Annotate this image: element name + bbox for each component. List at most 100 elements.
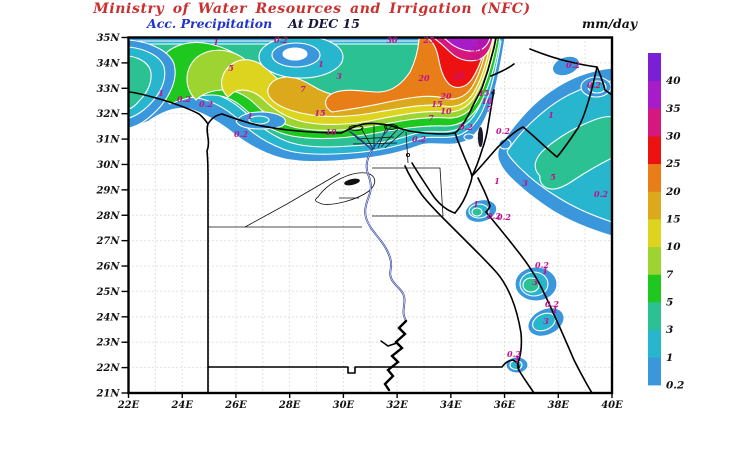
lat-label: 33N	[96, 84, 120, 95]
lat-label: 25N	[95, 287, 120, 298]
lat-label: 27N	[95, 236, 120, 247]
colorbar-value: 20	[665, 186, 681, 198]
contour-label: 3	[522, 178, 528, 188]
contour-label: 1	[213, 37, 219, 47]
lon-label: 32E	[386, 400, 408, 411]
units-label: mm/day	[582, 16, 638, 31]
contour-label: 0.2	[535, 260, 549, 270]
contour-label: 0.2	[274, 35, 288, 45]
colorbar-value: 15	[666, 214, 681, 226]
lon-label: 38E	[548, 400, 570, 411]
page-title: Ministry of Water Resources and Irrigati…	[93, 1, 531, 17]
colorbar-value: 35	[666, 103, 681, 115]
contour-label: 1	[494, 176, 500, 186]
colorbar-segment	[648, 80, 661, 109]
contour-label: 5	[228, 63, 234, 73]
toshka-spur	[380, 340, 398, 347]
subtitle-variable: Acc. Precipitation	[147, 16, 273, 31]
contour-label: 1	[158, 88, 164, 98]
colorbar-value: 3	[666, 324, 673, 336]
sinai-spot	[463, 133, 475, 141]
egypt-sudan-border	[207, 359, 520, 374]
contour-label: 0.2	[234, 129, 248, 139]
lat-label: 29N	[95, 185, 120, 196]
colorbar-value: 10	[666, 241, 681, 253]
nile-damietta-branch	[371, 126, 392, 151]
delta-lagoon-west	[348, 125, 364, 131]
contour-label: 0.2	[487, 211, 501, 221]
mediterranean-coast	[129, 91, 456, 135]
lon-label: 34E	[440, 400, 462, 411]
israel-egypt-border	[454, 132, 473, 177]
contour-label: 0.2	[587, 80, 601, 90]
nile-center-line	[364, 149, 407, 322]
contour-label: 0.2	[507, 349, 521, 359]
lon-label: 28E	[278, 400, 301, 411]
lat-label: 26N	[95, 262, 120, 273]
syria-jordan-border	[529, 48, 612, 96]
colorbar-segment	[648, 302, 661, 331]
colorbar-segment	[648, 191, 661, 220]
bitter-lakes	[405, 152, 411, 158]
subtitle-valid-time: At DEC 15	[288, 16, 360, 31]
country-borders	[129, 38, 612, 393]
lat-label: 22N	[95, 363, 120, 374]
colorbar-segment	[648, 329, 661, 358]
contour-label: 25	[422, 35, 435, 45]
ne-spot-1	[551, 55, 581, 77]
contour-label: 0.2	[594, 189, 608, 199]
contour-label: 30	[469, 52, 481, 62]
contour-label: 20	[439, 91, 452, 101]
contour-label: 0.2	[497, 212, 511, 222]
lat-label: 31N	[96, 135, 120, 146]
contour-label: 10	[440, 106, 452, 116]
sinai-east-coast	[454, 175, 473, 214]
contour-label: 40	[476, 37, 488, 47]
jordan-saudi-border	[471, 66, 598, 177]
contour-label: 0.2	[566, 60, 580, 70]
dead-sea	[477, 127, 484, 147]
ne-spot-3	[498, 138, 512, 150]
aqaba-cell-core	[471, 207, 483, 217]
contour-label: 3	[532, 277, 538, 287]
contour-label: 7	[300, 84, 306, 94]
lat-label: 23N	[95, 338, 120, 349]
lon-label: 40E	[601, 400, 623, 411]
contour-label: 35	[471, 44, 483, 54]
red-sea-coast-west	[404, 165, 535, 393]
minimum-core	[282, 47, 308, 61]
axis-and-legend: 35N 34N 33N 32N 31N 30N 29N 28N 27N 26N 25N 24N 23N 2…	[95, 33, 684, 411]
colorbar-segment	[648, 53, 661, 82]
colorbar-segment	[648, 246, 661, 275]
contour-label: 0.2	[199, 99, 213, 109]
lat-label: 21N	[95, 389, 120, 400]
lon-label: 26E	[224, 400, 247, 411]
contour-label: 15	[478, 88, 490, 98]
contour-label: 1	[514, 355, 520, 365]
lake-nasser	[383, 319, 408, 392]
aqaba-east-coast	[477, 177, 491, 213]
qattara-depression	[344, 178, 360, 186]
nile-main-stem	[364, 149, 407, 322]
sinai-west-coast	[411, 162, 456, 214]
contour-35	[439, 38, 491, 52]
colorbar-segment	[648, 357, 661, 386]
contour-label: 5	[550, 172, 556, 182]
contour-label: 30	[386, 35, 398, 45]
colorbar-value: 40	[666, 75, 681, 87]
lat-label: 32N	[96, 109, 120, 120]
colorbar-value: 25	[665, 158, 681, 170]
contour-label: 0.2	[496, 126, 510, 136]
contour-label: 3	[336, 71, 342, 81]
qattara-outline	[315, 172, 376, 205]
delta-lagoon-east	[384, 124, 398, 130]
contour-label: 3	[543, 316, 549, 326]
colorbar-value: 30	[666, 131, 681, 143]
galilee-border	[490, 63, 515, 77]
red-sea-coast-east	[485, 211, 593, 393]
contour-label: 7	[486, 104, 492, 114]
levant-coast	[454, 38, 497, 134]
colorbar-segment	[648, 274, 661, 303]
contour-label: 20	[417, 73, 430, 83]
